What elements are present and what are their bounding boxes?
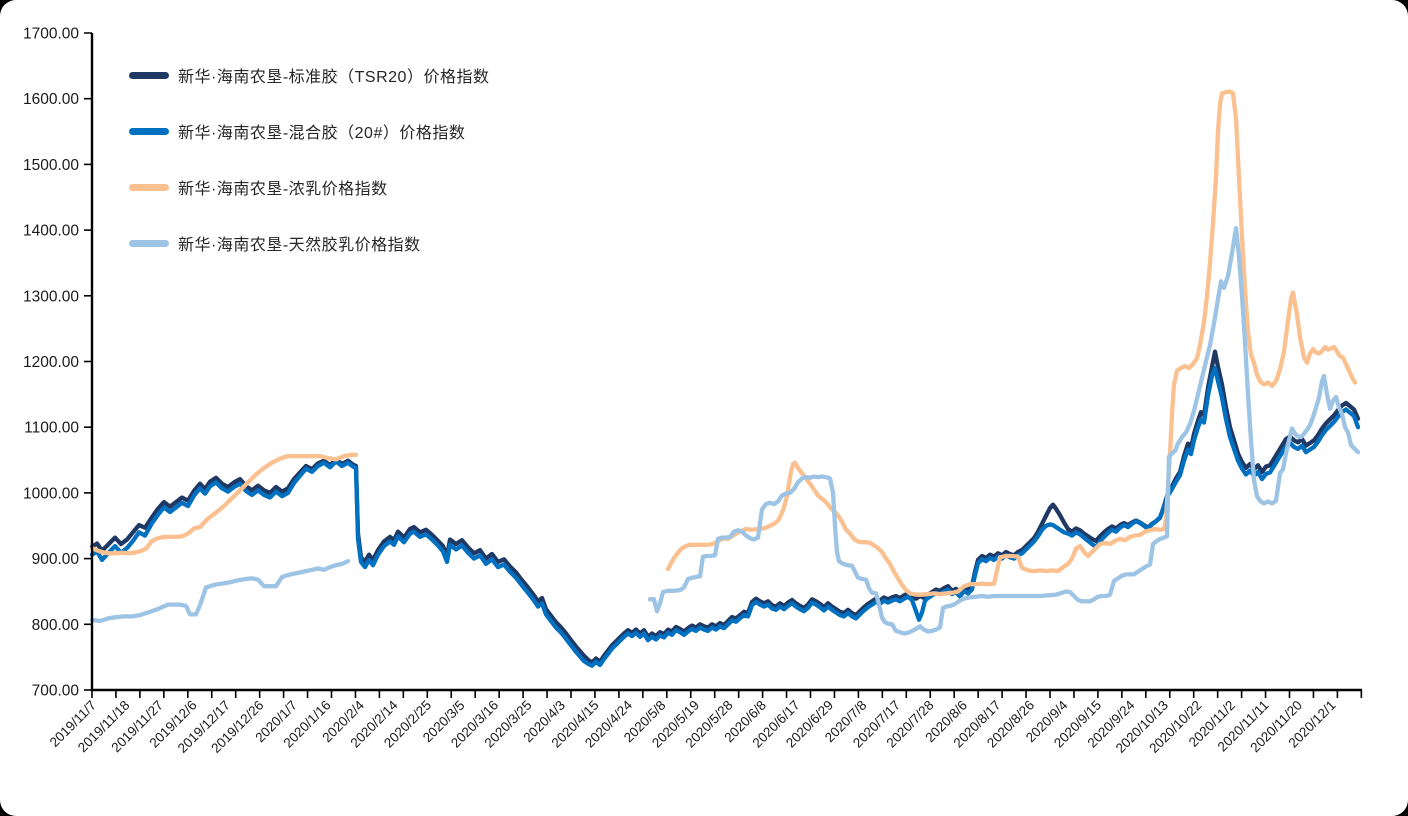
y-tick-label: 1700.00 [23,26,79,43]
series-line-1 [89,365,1361,668]
legend-label-0: 新华·海南农垦-标准胶（TSR20）价格指数 [178,69,490,86]
y-tick-label: 900.00 [32,551,80,568]
y-tick-label: 700.00 [32,683,80,700]
y-tick-label: 1500.00 [23,157,79,174]
series-line-3 [89,559,351,624]
legend-item-1: 新华·海南农垦-混合胶（20#）价格指数 [129,116,489,146]
y-axis-ticks [84,32,92,691]
y-axis-labels: 1700.00 1600.00 1500.00 1400.00 1300.00 1200.… [23,26,79,700]
legend-swatch-3 [129,239,169,247]
legend-item-0: 新华·海南农垦-标准胶（TSR20）价格指数 [129,60,489,90]
y-tick-label: 1300.00 [23,288,79,305]
chart-legend: 新华·海南农垦-标准胶（TSR20）价格指数 新华·海南农垦-混合胶（20#）价格… [129,60,489,284]
axis-lines [90,33,1362,692]
legend-label-1: 新华·海南农垦-混合胶（20#）价格指数 [178,125,466,142]
series-line-2 [665,89,1358,597]
legend-label-2: 新华·海南农垦-浓乳价格指数 [178,181,388,198]
series-line-3 [647,225,1361,636]
y-tick-label: 800.00 [32,617,80,634]
x-axis-labels: 2019/11/72019/11/182019/11/272019/12/620… [47,697,1339,756]
legend-item-2: 新华·海南农垦-浓乳价格指数 [129,172,489,202]
y-tick-label: 1600.00 [23,91,79,108]
y-tick-label: 1100.00 [24,420,79,437]
y-tick-label: 1000.00 [23,485,79,502]
legend-swatch-0 [129,71,169,79]
x-axis-ticks [91,690,1363,698]
y-tick-label: 1200.00 [23,354,79,371]
legend-item-3: 新华·海南农垦-天然胶乳价格指数 [129,228,489,258]
series-line-2 [89,452,359,556]
series-lines [89,89,1361,668]
legend-label-3: 新华·海南农垦-天然胶乳价格指数 [178,237,421,254]
y-tick-label: 1400.00 [23,223,79,240]
legend-swatch-1 [129,127,169,135]
legend-swatch-2 [129,183,169,191]
